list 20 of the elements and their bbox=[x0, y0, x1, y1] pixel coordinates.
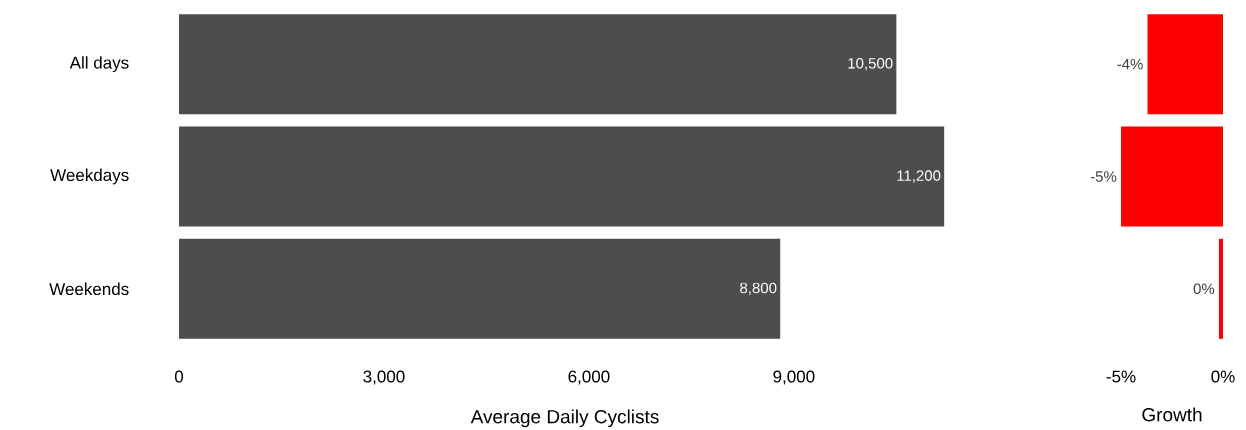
bar bbox=[179, 238, 781, 339]
data-label: 10,500 bbox=[848, 57, 893, 71]
y-tick-label: Weekdays bbox=[50, 168, 129, 185]
bar bbox=[179, 13, 897, 114]
data-label: 8,800 bbox=[740, 282, 777, 295]
x-axis-title: Average Daily Cyclists bbox=[470, 409, 659, 427]
data-label: -5% bbox=[1090, 171, 1117, 182]
y-tick-label: Weekends bbox=[49, 282, 129, 295]
x-tick-label: 0% bbox=[1211, 370, 1235, 383]
bar bbox=[179, 126, 945, 227]
x-tick-label: 0 bbox=[174, 370, 184, 383]
data-label: 11,200 bbox=[897, 170, 941, 183]
x-tick-label: 9,000 bbox=[773, 370, 815, 385]
data-label: -4% bbox=[1117, 58, 1143, 70]
x-tick-label: 6,000 bbox=[568, 370, 610, 385]
x-axis-title: Growth bbox=[1142, 407, 1202, 422]
x-tick-label: -5% bbox=[1106, 370, 1136, 383]
data-label: 0% bbox=[1193, 283, 1215, 294]
x-tick-label: 3,000 bbox=[363, 370, 405, 385]
y-tick-label: All days bbox=[69, 56, 129, 72]
